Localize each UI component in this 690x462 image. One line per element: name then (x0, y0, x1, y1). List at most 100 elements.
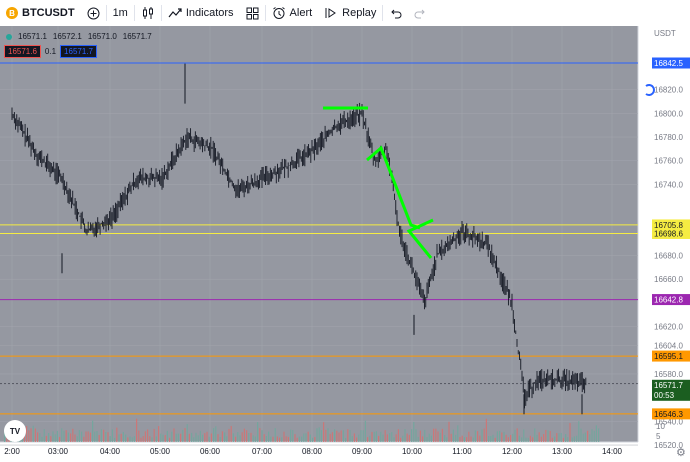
volume-bar (283, 431, 285, 442)
volume-bar (116, 427, 118, 442)
volume-bar (514, 429, 516, 442)
sell-button[interactable]: 16571.6 (4, 45, 41, 58)
current-price-label: 16571.7 (654, 381, 683, 390)
volume-bar (452, 429, 454, 442)
volume-bar (294, 434, 296, 442)
volume-bar (320, 430, 322, 442)
interval-button[interactable]: 1m (107, 0, 134, 26)
volume-bar (43, 429, 45, 442)
volume-bar (250, 432, 252, 442)
volume-bar (386, 434, 388, 442)
volume-bar (307, 431, 309, 442)
volume-bar (461, 435, 463, 442)
alert-label: Alert (289, 7, 313, 19)
volume-bar (538, 432, 540, 442)
volume-bar (492, 434, 494, 442)
volume-tick-label: 5 (656, 432, 661, 441)
volume-bar (213, 428, 215, 442)
volume-bar (257, 422, 259, 442)
volume-bar (94, 431, 96, 442)
volume-bar (525, 437, 527, 442)
volume-bar (164, 435, 166, 442)
volume-bar (488, 436, 490, 442)
chart-area[interactable]: 2:00 03:00 04:00 05:00 06:00 07:00 08:00 09:00 1… (0, 26, 690, 462)
price-line-label-bg (652, 350, 690, 362)
undo-button[interactable] (383, 0, 408, 26)
volume-bar (342, 430, 344, 442)
volume-bar (400, 437, 402, 442)
volume-bar (246, 430, 248, 442)
settings-gear-icon[interactable]: ⚙ (676, 447, 686, 459)
indicators-button[interactable]: Indicators (162, 0, 240, 26)
volume-bar (455, 434, 457, 442)
volume-bar (241, 432, 243, 442)
grid-layout-icon (246, 7, 259, 19)
volume-bar (369, 435, 371, 442)
price-tick-label: 16520.0 (654, 441, 683, 450)
volume-bar (298, 436, 300, 442)
volume-bar (56, 430, 58, 442)
spread-value: 0.1 (44, 47, 57, 56)
volume-bar (435, 428, 437, 442)
volume-bar (367, 437, 369, 442)
time-axis-label: 12:00 (502, 447, 523, 456)
redo-icon (414, 9, 426, 18)
volume-bar (92, 420, 94, 442)
toolbar-divider (133, 5, 135, 21)
volume-bar (397, 429, 399, 442)
volume-bar (336, 430, 338, 442)
scroll-realtime-icon[interactable] (645, 84, 655, 96)
time-axis-label: 04:00 (100, 447, 121, 456)
price-tick-label: 16820.0 (654, 86, 683, 95)
volume-bar (527, 437, 529, 442)
current-price-label-bg (652, 379, 690, 401)
volume-bar (41, 436, 43, 442)
volume-bar (534, 428, 536, 442)
interval-label: 1m (112, 7, 128, 19)
volume-bar (549, 430, 551, 442)
volume-bar (334, 429, 336, 442)
price-tick-label: 16660.0 (654, 275, 683, 284)
volume-bar (353, 433, 355, 442)
volume-bar (422, 436, 424, 442)
volume-bar (39, 433, 41, 442)
buy-button[interactable]: 16571.7 (60, 45, 97, 58)
volume-bar (448, 421, 450, 442)
redo-button[interactable] (408, 0, 433, 26)
volume-bar (402, 435, 404, 442)
compare-symbol-button[interactable] (81, 0, 106, 26)
volume-bar (408, 434, 410, 442)
volume-bar (331, 432, 333, 442)
volume-bar (468, 431, 470, 442)
volume-bar (589, 434, 591, 442)
chart-type-button[interactable] (135, 0, 161, 26)
volume-bar (303, 433, 305, 442)
volume-bar (496, 431, 498, 442)
symbol-selector[interactable]: B BTCUSDT (0, 0, 81, 26)
bid-ask-panel: 16571.6 0.1 16571.7 (4, 45, 97, 58)
chart-canvas[interactable]: 2:00 03:00 04:00 05:00 06:00 07:00 08:00 09:00 1… (0, 26, 690, 462)
volume-bar (85, 431, 87, 442)
replay-button[interactable]: Replay (318, 0, 382, 26)
volume-bar (463, 437, 465, 442)
volume-bar (186, 424, 188, 442)
volume-bar (547, 430, 549, 442)
indicators-icon (168, 8, 182, 18)
price-line-label: 16705.8 (654, 221, 683, 230)
alert-button[interactable]: Alert (266, 0, 319, 26)
volume-bar (125, 434, 127, 442)
volume-bar (74, 434, 76, 442)
time-axis-label: 14:00 (602, 447, 623, 456)
tradingview-logo-icon[interactable]: TV (4, 420, 26, 442)
drawn-arrow-head[interactable] (406, 218, 434, 259)
layout-button[interactable] (240, 0, 265, 26)
volume-bar (171, 431, 173, 442)
volume-bar (565, 434, 567, 442)
volume-bar (263, 434, 265, 442)
volume-bar (545, 429, 547, 442)
time-axis[interactable] (0, 442, 638, 462)
market-status-icon (6, 33, 12, 40)
volume-bar (560, 432, 562, 442)
volume-bar (48, 433, 50, 442)
volume-bar (494, 437, 496, 442)
